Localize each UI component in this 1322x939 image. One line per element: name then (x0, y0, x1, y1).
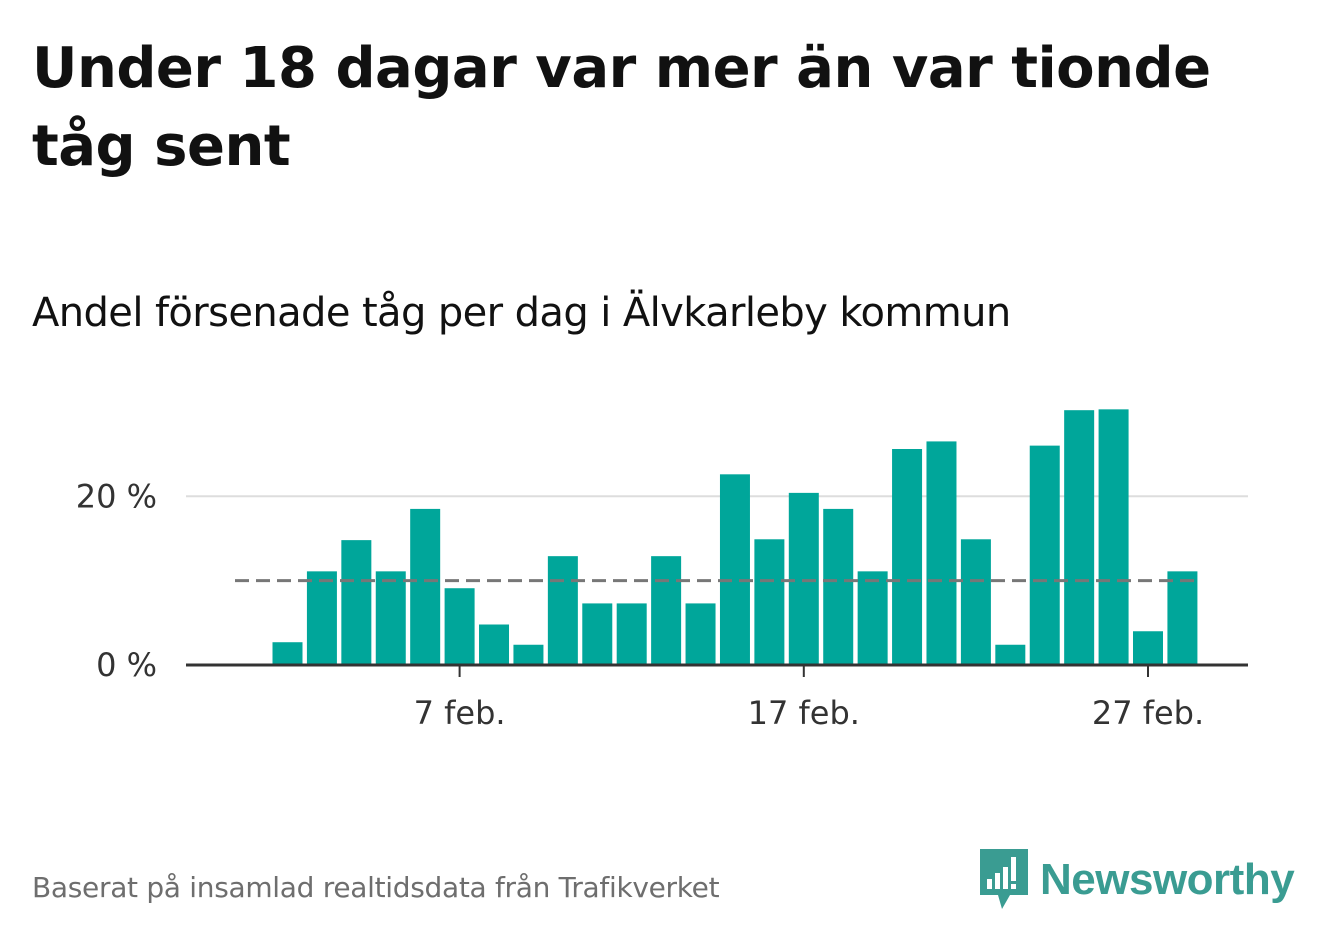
newsworthy-logo[interactable]: Newsworthy (980, 848, 1295, 912)
bar (1133, 631, 1163, 665)
bar (272, 642, 303, 665)
bar (479, 624, 510, 665)
newsworthy-logo-text: Newsworthy (1040, 855, 1295, 904)
bar (892, 449, 923, 665)
x-tick-label: 27 feb. (1092, 694, 1204, 732)
bar (926, 441, 957, 665)
bar (341, 540, 372, 665)
bar (719, 474, 750, 665)
y-tick-label: 20 % (76, 477, 157, 515)
x-tick-label: 17 feb. (748, 694, 860, 732)
bar-chart: 0 % 20 % 7 feb. 17 feb. 27 feb. (76, 409, 1248, 732)
bar (1098, 409, 1129, 665)
bar (513, 644, 544, 665)
bar (823, 508, 854, 665)
bar (616, 603, 647, 665)
bar (1064, 410, 1095, 665)
bar (306, 571, 337, 665)
bar (410, 508, 441, 665)
x-tick-label: 7 feb. (414, 694, 506, 732)
bar (582, 603, 613, 665)
source-note: Baserat på insamlad realtidsdata från Tr… (32, 871, 720, 904)
bar (547, 556, 578, 665)
bar (375, 571, 406, 665)
y-tick-label: 0 % (96, 646, 157, 684)
bar (444, 588, 475, 665)
bar (960, 539, 991, 665)
bar (995, 644, 1026, 665)
bar (754, 539, 785, 665)
chart-title: Under 18 dagar var mer än var tionde tåg… (32, 36, 1211, 179)
bar (1167, 571, 1198, 665)
newsworthy-logo-icon (980, 849, 1028, 909)
bar (651, 556, 682, 665)
chart-subtitle: Andel försenade tåg per dag i Älvkarleby… (32, 290, 1011, 336)
bar (685, 603, 716, 665)
bar (788, 492, 819, 665)
bar (1029, 445, 1060, 665)
bar (857, 571, 888, 665)
